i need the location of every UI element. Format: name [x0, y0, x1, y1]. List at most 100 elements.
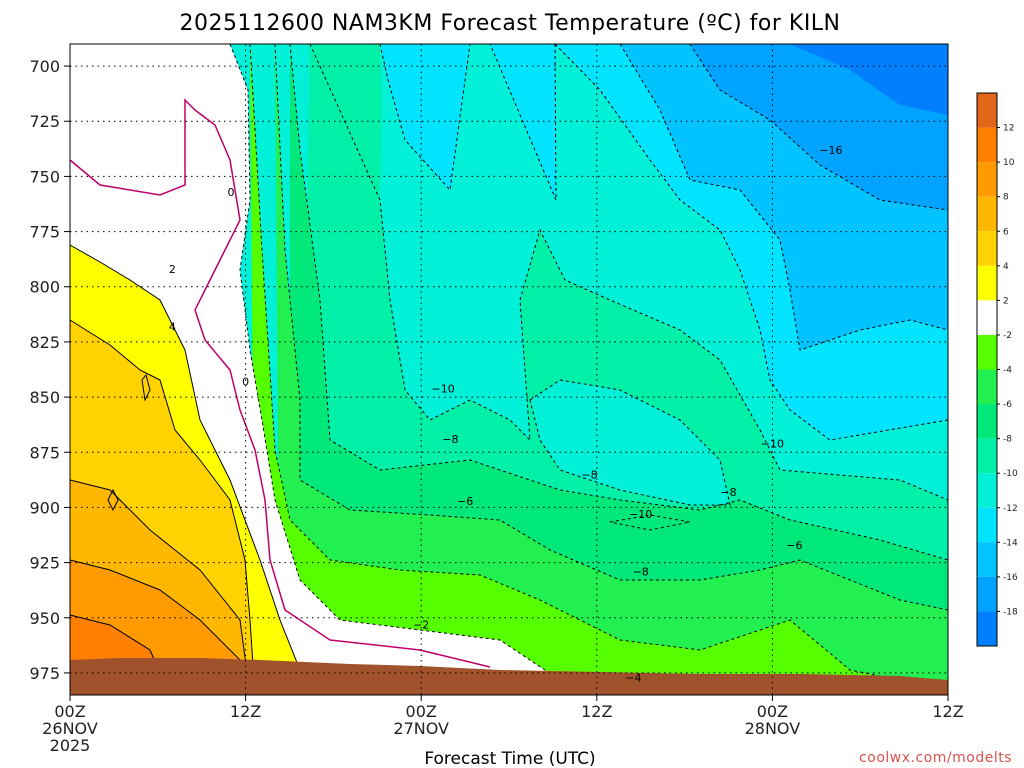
contour-label: −6 [457, 495, 473, 508]
contour-label: −6 [786, 539, 802, 552]
colorbar-swatch [977, 369, 997, 405]
contour-minus16 [619, 43, 949, 351]
colorbar-swatch [977, 265, 997, 301]
plot-area [69, 43, 949, 696]
contour-minus14 [554, 43, 949, 441]
region-minus12-minus14-mid [470, 44, 556, 200]
colorbar-tick-label: -8 [1003, 435, 1012, 445]
colorbar: 12 10 8 6 4 2 -2 -4 -6 -8 -10 -12 -14 -16 -18 [976, 92, 1018, 647]
contour-lines [69, 43, 949, 696]
y-tick-label: 700 [29, 57, 60, 76]
colorbar-swatch [977, 404, 997, 439]
y-tick-label: 725 [29, 112, 60, 131]
colorbar-swatch [977, 576, 997, 612]
colorbar-swatch [977, 542, 997, 577]
contour-label: −8 [581, 468, 597, 481]
region-minus12-minus14-left [70, 44, 470, 190]
plot-frame [69, 43, 949, 696]
contour-label: −10 [629, 508, 652, 521]
y-axis: 700 725 750 775 800 825 850 875 900 925 950 975 [29, 57, 70, 683]
colorbar-swatch [977, 300, 997, 335]
contour-minus10-island [529, 379, 731, 506]
contour-small-loop [141, 373, 151, 402]
colorbar-swatch [977, 611, 997, 646]
colorbar-swatch [977, 162, 997, 197]
colorbar-tick-label: -10 [1003, 469, 1018, 479]
contour-label: −10 [761, 437, 784, 450]
region-minus10-island [530, 380, 730, 505]
region-minus4-minus6 [275, 44, 948, 695]
contour-label: −10 [432, 382, 455, 395]
contour-minus2 [229, 43, 546, 671]
colorbar-tick-label: 6 [1003, 227, 1009, 237]
contour-small-loop [107, 488, 119, 512]
x-tick-label: 26NOV [42, 719, 98, 738]
x-axis-label: Forecast Time (UTC) [424, 749, 595, 768]
credit-link[interactable]: coolwx.com/modelts [859, 750, 1012, 766]
contour-label: −8 [442, 433, 458, 446]
y-tick-label: 800 [29, 278, 60, 297]
ground [70, 658, 948, 695]
y-tick-label: 925 [29, 554, 60, 573]
x-tick-label: 12Z [581, 702, 612, 721]
y-tick-label: 775 [29, 223, 60, 242]
x-tick-label: 12Z [932, 702, 963, 721]
x-tick-label: 27NOV [393, 719, 449, 738]
contour-minus12-left [379, 43, 471, 192]
colorbar-swatch [977, 231, 997, 266]
colorbar-tick-label: -14 [1003, 538, 1018, 548]
chart-title: 2025112600 NAM3KM Forecast Temperature (… [179, 11, 840, 36]
contour-minus12-mid [489, 43, 557, 201]
grid [70, 44, 948, 695]
contour-label: 0 [242, 376, 249, 389]
colorbar-tick-label: -2 [1003, 331, 1012, 341]
region-minus18-minus20 [790, 44, 948, 115]
colorbar-swatch [977, 438, 997, 474]
contour-label: 2 [169, 263, 176, 276]
y-tick-label: 975 [29, 664, 60, 683]
colorbar-swatch [977, 93, 997, 128]
y-tick-label: 950 [29, 609, 60, 628]
y-tick-label: 825 [29, 333, 60, 352]
colorbar-swatch [977, 507, 997, 543]
x-tick-label: 00Z [406, 702, 437, 721]
colorbar-swatch [977, 334, 997, 370]
x-tick-label: 2025 [50, 736, 91, 755]
colorbar-tick-label: -4 [1003, 366, 1012, 376]
contour-label: −16 [819, 144, 842, 157]
contour-label: −8 [720, 486, 736, 499]
colorbar-swatch [977, 127, 997, 163]
y-tick-label: 900 [29, 498, 60, 517]
colorbar-tick-label: -12 [1003, 504, 1018, 514]
freezing-contour [69, 98, 491, 668]
contour-label: −2 [413, 618, 429, 631]
contour-minus4 [249, 43, 949, 691]
contour-plus2 [69, 244, 311, 696]
contour-label: −4 [625, 671, 641, 684]
colorbar-tick-label: -6 [1003, 400, 1012, 410]
contour-minus8 [289, 43, 949, 561]
x-tick-label: 00Z [54, 702, 85, 721]
colorbar-tick-label: -16 [1003, 573, 1018, 583]
colorbar-tick-label: 4 [1003, 262, 1009, 272]
colorbar-tick-label: 2 [1003, 296, 1009, 306]
colorbar-tick-label: 12 [1003, 124, 1014, 134]
contour-label: 4 [169, 320, 176, 333]
contour-plus4 [69, 319, 256, 696]
colorbar-tick-label: 8 [1003, 193, 1009, 203]
x-tick-label: 12Z [230, 702, 261, 721]
x-tick-label: 00Z [757, 702, 788, 721]
contour-minus6 [274, 43, 949, 611]
y-tick-label: 850 [29, 388, 60, 407]
contour-minus18 [689, 43, 949, 211]
contour-labels: 0 2 4 0 −10 −8 −6 −2 −8 −10 −8 −4 −8 −10 −6 −16 [169, 144, 843, 684]
contour-plus6 [69, 479, 251, 696]
x-tick-label: 28NOV [745, 719, 801, 738]
contour-label: 0 [227, 186, 234, 199]
colorbar-swatch [977, 473, 997, 508]
y-tick-label: 750 [29, 167, 60, 186]
colorbar-swatch [977, 196, 997, 232]
contour-label: −8 [633, 565, 649, 578]
